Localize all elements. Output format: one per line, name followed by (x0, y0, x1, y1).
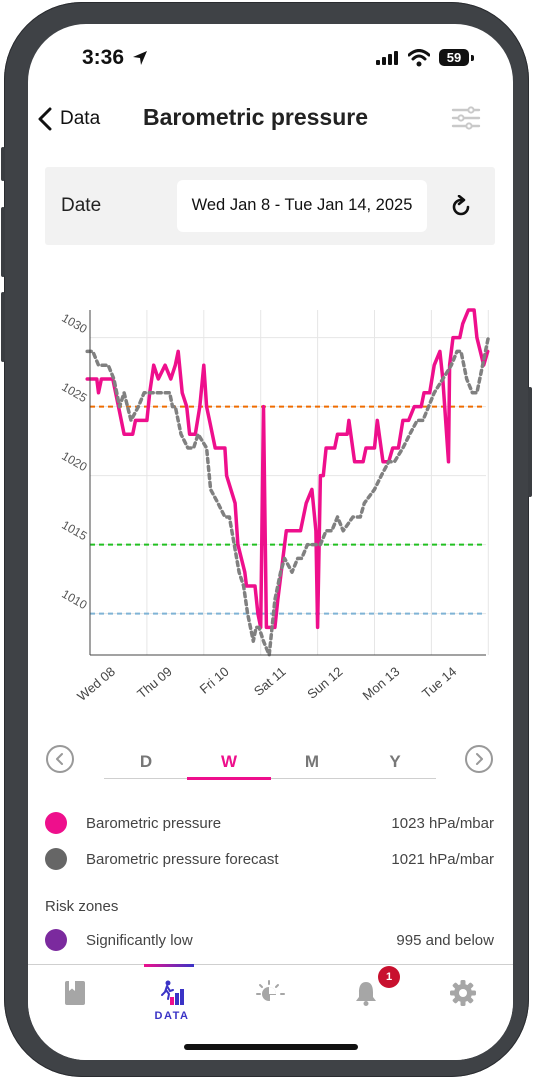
date-label: Date (61, 195, 102, 216)
tab-bar-data[interactable]: DATA (132, 964, 212, 1035)
sun-cloud-icon (256, 980, 285, 1001)
tab-week[interactable]: W (220, 752, 238, 771)
page-title: Barometric pressure (143, 104, 368, 130)
book-icon (65, 981, 85, 1005)
tab-year[interactable]: Y (389, 752, 401, 771)
battery-tip (471, 55, 474, 61)
chevron-left-icon (38, 107, 52, 131)
date-range-text: Wed Jan 8 - Tue Jan 14, 2025 (191, 196, 413, 214)
y-tick-label: 1025 (59, 380, 89, 406)
filter-settings-icon[interactable] (451, 106, 481, 130)
wifi-icon (408, 49, 430, 67)
pressure-series-line (85, 308, 490, 630)
y-tick-label: 1020 (59, 449, 89, 475)
risk-zone-value: 995 and below (396, 932, 494, 949)
chevron-right-icon (476, 753, 483, 765)
back-label: Data (60, 108, 101, 129)
status-bar: 3:36 59 (28, 24, 513, 84)
legend-label: Barometric pressure (86, 815, 222, 832)
date-panel: Date Wed Jan 8 - Tue Jan 14, 2025 (45, 167, 495, 245)
x-tick-label: Fri 10 (197, 664, 232, 697)
x-tick-label: Mon 13 (360, 664, 403, 703)
volume-down-button (1, 292, 5, 362)
tab-active-indicator (187, 777, 271, 780)
legend-dot (45, 848, 67, 870)
x-tick-label: Wed 08 (74, 664, 118, 704)
bell-icon (356, 982, 376, 1006)
tab-bar-data-label: DATA (154, 1010, 190, 1022)
legend-value: 1021 hPa/mbar (391, 851, 494, 868)
period-selector: D W M Y (28, 739, 513, 789)
battery-icon: 59 (439, 49, 469, 66)
pressure-chart: 1010 1015 1020 1025 1030 Wed 08 Thu 09 Fri 10 Sa… (59, 308, 491, 704)
legend-label: Barometric pressure forecast (86, 851, 279, 868)
forecast-series-line (85, 335, 491, 657)
back-button[interactable]: Data (38, 102, 100, 136)
risk-zone-item: Significantly low 995 and below (28, 925, 513, 955)
screen: 3:36 59 Data Barometric pressure (28, 24, 513, 1060)
x-tick-label: Sat 11 (251, 664, 289, 699)
x-tick-label: Tue 14 (419, 664, 459, 701)
side-button (528, 387, 532, 497)
tab-bar-settings[interactable] (423, 965, 503, 1035)
notification-badge: 1 (378, 966, 400, 988)
chevron-left-icon (56, 753, 63, 765)
refresh-icon[interactable] (449, 195, 473, 219)
date-range-picker[interactable]: Wed Jan 8 - Tue Jan 14, 2025 (177, 180, 427, 232)
nav-header: Data Barometric pressure (28, 94, 513, 144)
y-tick-label: 1030 (59, 311, 89, 337)
legend-item-forecast: Barometric pressure forecast 1021 hPa/mb… (28, 844, 513, 874)
data-icon (161, 980, 184, 1005)
x-tick-label: Sun 12 (304, 664, 345, 702)
legend-item-pressure: Barometric pressure 1023 hPa/mbar (28, 808, 513, 838)
status-time: 3:36 (82, 46, 125, 69)
location-arrow-icon (133, 51, 147, 65)
tab-day[interactable]: D (139, 752, 153, 771)
home-indicator (184, 1044, 358, 1050)
gear-icon (450, 980, 476, 1006)
tab-bar-active-indicator (144, 964, 194, 967)
previous-period-button[interactable] (46, 745, 74, 773)
mute-switch (1, 147, 5, 181)
y-tick-label: 1010 (59, 587, 89, 613)
tab-bar-weather[interactable] (229, 965, 309, 1035)
x-tick-label: Thu 09 (134, 664, 175, 702)
y-tick-label: 1015 (59, 518, 89, 544)
tab-month[interactable]: M (304, 752, 320, 771)
next-period-button[interactable] (465, 745, 493, 773)
cellular-signal-icon (376, 51, 400, 65)
risk-zones-title: Risk zones (45, 898, 119, 915)
tab-bar-journal[interactable] (35, 965, 115, 1035)
legend-value: 1023 hPa/mbar (391, 815, 494, 832)
legend-dot (45, 812, 67, 834)
risk-zone-label: Significantly low (86, 932, 193, 949)
volume-up-button (1, 207, 5, 277)
tab-bar-notifications[interactable] (326, 965, 406, 1035)
risk-zone-dot (45, 929, 67, 951)
